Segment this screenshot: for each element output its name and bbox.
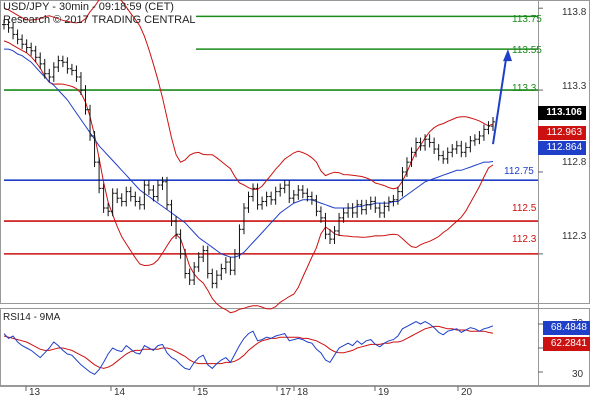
projection-arrow-head [503,49,512,62]
y-tick-112-3: 112.3 [562,231,587,242]
level-label-112-3: 112.3 [512,234,537,245]
x-tick-19: 19 [378,387,390,398]
y-tick-113-8: 113.8 [562,7,587,18]
rsi-ma-value-tag: 62.2841 [543,337,590,351]
level-label-113-75: 113.75 [512,14,542,25]
y-tick-113-3: 113.3 [562,81,587,92]
chart-title: USD/JPY - 30min - 09:18:59 (CET) [3,1,174,13]
rsi-value-tag: 68.4848 [543,321,590,335]
moving-average-line [4,48,494,258]
y-tick-112-8: 112.8 [562,157,587,168]
chart-copyright: Research © 2017 TRADING CENTRAL [3,14,196,26]
bollinger-lower-band [3,40,494,314]
level-label-112-75: 112.75 [504,166,534,177]
x-tick-14: 14 [114,387,126,398]
level-label-112-5: 112.5 [512,203,537,214]
bollinger-upper-band [3,0,494,190]
x-tick-13: 13 [29,387,41,398]
rsi-tick-30: 30 [572,369,584,380]
rsi-ma-line [3,325,494,369]
ma-price-tag: 112.864 [538,141,586,155]
rsi-line [3,321,494,376]
x-tick-15: 15 [197,387,209,398]
rsi-panel-frame [0,308,590,386]
level-label-113-3: 113.3 [512,83,537,94]
x-tick-17: 17 [280,387,292,398]
x-tick-18: 18 [297,387,309,398]
level-label-113-55: 113.55 [512,45,542,56]
bollinger-price-tag: 112.963 [538,126,586,140]
rsi-title: RSI14 - 9MA [3,312,61,323]
x-tick-20: 20 [461,387,473,398]
projection-arrow-line [492,58,507,145]
current-price-tag: 113.106 [538,106,586,120]
